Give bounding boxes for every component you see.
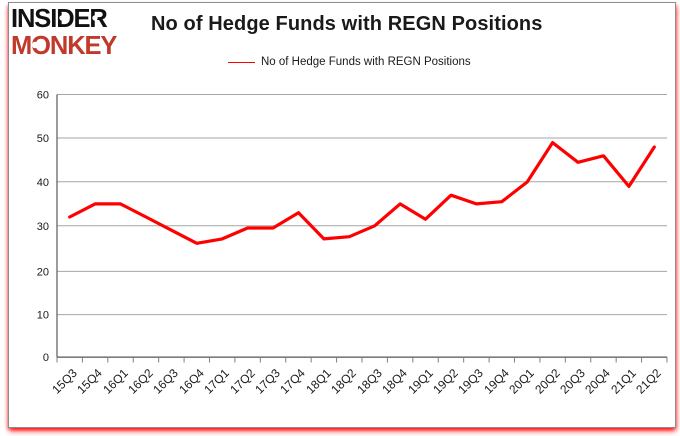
svg-text:0: 0: [43, 352, 49, 364]
svg-text:20: 20: [37, 266, 49, 278]
svg-text:60: 60: [37, 90, 49, 102]
svg-text:10: 10: [37, 310, 49, 322]
svg-text:50: 50: [37, 133, 49, 145]
svg-text:30: 30: [37, 221, 49, 233]
svg-text:40: 40: [37, 177, 49, 189]
